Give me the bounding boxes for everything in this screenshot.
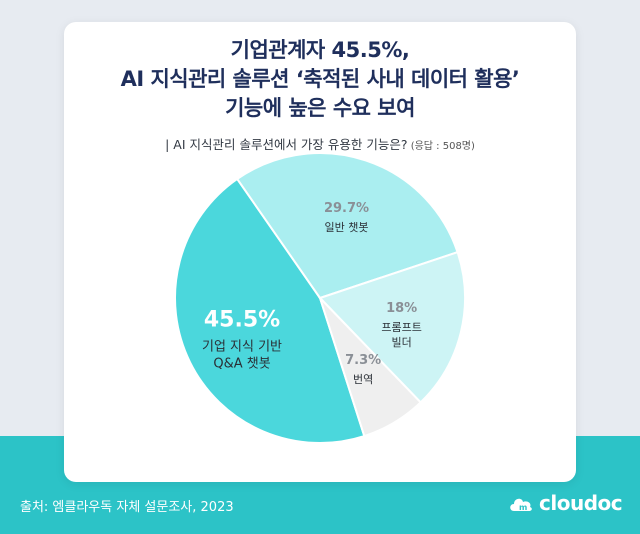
slice-value-label: 29.7% [324,201,369,216]
brand-logo: m cloudoc [508,488,623,518]
headline-line-2: AI 지식관리 솔루션 ‘축적된 사내 데이터 활용’ [120,67,520,91]
pie-slice-프롬프트-빌더 [318,250,466,404]
respondent-count: (응답 : 508명) [407,141,475,152]
svg-text:m: m [519,503,527,512]
slice-value-label: 7.3% [345,353,381,368]
cloud-logo-icon: m [510,498,532,512]
slice-category-label: 빌더 [392,336,412,349]
pie-slice-일반-챗봇 [235,152,459,300]
survey-question: | AI 지식관리 솔루션에서 가장 유용한 기능은? (응답 : 508명) [64,134,576,153]
headline-line-3: 기능에 높은 수요 보여 [225,96,415,120]
slice-category-label: Q&A 챗봇 [213,357,270,372]
slice-category-label: 번역 [353,373,373,386]
slice-label-group: 7.3% 번역 [345,353,381,386]
headline-line-1: 기업관계자 45.5%, [230,38,410,62]
slice-label-group: 45.5% 기업 지식 기반 Q&A 챗봇 [202,308,282,372]
slice-category-label: 프롬프트 [381,321,421,334]
slice-label-group: 29.7% 일반 챗봇 [324,201,369,234]
headline: 기업관계자 45.5%, AI 지식관리 솔루션 ‘축적된 사내 데이터 활용’… [64,36,576,123]
slice-category-label: 기업 지식 기반 [202,340,282,355]
question-text: | AI 지식관리 솔루션에서 가장 유용한 기능은? [165,137,408,152]
source-caption: 출처: 엠클라우독 자체 설문조사, 2023 [20,500,234,515]
slice-category-label: 일반 챗봇 [325,220,369,234]
infographic-card: 기업관계자 45.5%, AI 지식관리 솔루션 ‘축적된 사내 데이터 활용’… [64,22,576,482]
pie-slice-번역 [319,297,423,438]
slice-value-label: 18% [386,301,417,316]
brand-name: cloudoc [539,491,623,515]
slice-value-label: 45.5% [204,308,280,333]
pie-slice-기업-지식-기반-Q-A-챗봇 [174,177,366,444]
